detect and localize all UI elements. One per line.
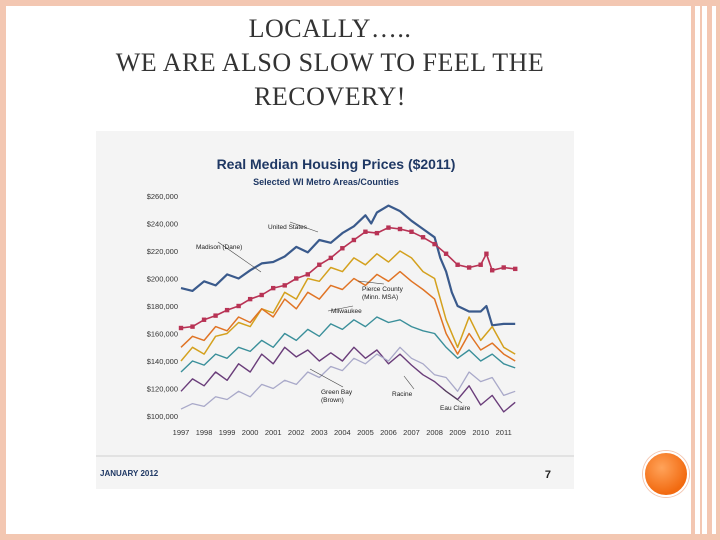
series-point bbox=[478, 262, 483, 267]
series-point bbox=[489, 268, 495, 273]
annotation-label: Pierce County bbox=[362, 286, 404, 293]
series-point bbox=[213, 313, 218, 318]
series-point bbox=[178, 325, 184, 331]
slide-title-line-3: RECOVERY! bbox=[254, 82, 406, 111]
series-line bbox=[180, 250, 516, 362]
y-axis: $260,000 $240,000 $220,000 $200,000 $180,000… bbox=[147, 192, 178, 421]
series-point bbox=[247, 296, 253, 302]
series-point bbox=[455, 262, 460, 267]
series-line bbox=[180, 316, 516, 373]
series-point bbox=[386, 225, 391, 230]
slide-title: LOCALLY….. WE ARE ALSO SLOW TO FEEL THE … bbox=[60, 12, 600, 114]
x-tick-label: 2005 bbox=[357, 428, 374, 437]
annotation-label: United States bbox=[268, 224, 308, 231]
series-line bbox=[180, 204, 516, 327]
x-tick-label: 2008 bbox=[426, 428, 443, 437]
slide-border-right bbox=[688, 0, 720, 540]
y-tick-label: $140,000 bbox=[147, 357, 178, 366]
x-tick-label: 2002 bbox=[288, 428, 305, 437]
annotation-label: (Minn. MSA) bbox=[362, 294, 398, 301]
slide-border-left bbox=[0, 0, 6, 540]
x-tick-label: 1997 bbox=[173, 428, 190, 437]
series-point bbox=[340, 246, 345, 251]
annotation-label: (Brown) bbox=[321, 397, 344, 404]
series-point bbox=[466, 265, 472, 270]
series-point bbox=[409, 229, 414, 234]
x-tick-label: 2007 bbox=[403, 428, 420, 437]
x-tick-label: 2001 bbox=[265, 428, 282, 437]
annotation-group: United States Madison (Dane) Pierce County… bbox=[196, 221, 471, 412]
y-tick-label: $200,000 bbox=[147, 275, 178, 284]
series-point bbox=[443, 251, 449, 256]
decorative-orb bbox=[643, 451, 689, 497]
slide-title-line-1: LOCALLY….. bbox=[248, 14, 412, 43]
series-point bbox=[236, 303, 241, 309]
slide-border-bottom bbox=[0, 534, 720, 540]
chart-page-number: 7 bbox=[545, 469, 551, 481]
annotation-leader bbox=[309, 368, 344, 388]
annotation-label: Madison (Dane) bbox=[196, 244, 242, 251]
y-tick-label: $120,000 bbox=[147, 385, 178, 394]
series-point bbox=[224, 307, 230, 313]
series-point bbox=[484, 251, 489, 256]
series-point bbox=[201, 317, 207, 322]
x-tick-label: 1998 bbox=[196, 428, 213, 437]
series-point bbox=[432, 241, 437, 247]
series-point bbox=[317, 262, 322, 267]
series-point bbox=[420, 235, 426, 240]
slide-border-top bbox=[0, 0, 720, 6]
series-point bbox=[294, 276, 299, 281]
y-tick-label: $100,000 bbox=[147, 412, 178, 421]
x-tick-label: 2009 bbox=[449, 428, 466, 437]
series-point bbox=[513, 266, 518, 272]
x-tick-label: 2004 bbox=[334, 428, 351, 437]
series-point bbox=[282, 283, 287, 288]
x-tick-label: 2006 bbox=[380, 428, 397, 437]
annotation-leader bbox=[442, 388, 463, 404]
series-point bbox=[259, 292, 264, 298]
y-tick-label: $160,000 bbox=[147, 330, 178, 339]
chart-svg: Real Median Housing Prices ($2011) Selec… bbox=[96, 156, 574, 481]
series-point bbox=[374, 230, 380, 236]
x-tick-label: 1999 bbox=[219, 428, 236, 437]
y-tick-label: $220,000 bbox=[147, 247, 178, 256]
y-tick-label: $260,000 bbox=[147, 192, 178, 201]
slide-title-line-2: WE ARE ALSO SLOW TO FEEL THE bbox=[115, 48, 545, 77]
annotation-leader bbox=[403, 375, 415, 390]
chart-image: Real Median Housing Prices ($2011) Selec… bbox=[96, 131, 574, 489]
annotation-label: Milwaukee bbox=[331, 308, 362, 315]
chart-subtitle: Selected WI Metro Areas/Counties bbox=[253, 177, 399, 187]
series-group bbox=[178, 204, 518, 413]
x-tick-label: 2003 bbox=[311, 428, 328, 437]
chart-footer-date: JANUARY 2012 bbox=[100, 469, 159, 478]
annotation-leader bbox=[289, 221, 319, 233]
series-point bbox=[363, 229, 368, 234]
series-point bbox=[328, 255, 334, 261]
annotation-leader bbox=[217, 241, 262, 273]
annotation-leader bbox=[327, 305, 354, 312]
x-tick-label: 2000 bbox=[242, 428, 259, 437]
series-point bbox=[397, 226, 403, 232]
x-tick-label: 2011 bbox=[496, 428, 512, 437]
x-tick-label: 2010 bbox=[472, 428, 489, 437]
series-line bbox=[180, 270, 516, 362]
annotation-leader bbox=[357, 280, 385, 285]
annotation-label: Eau Claire bbox=[440, 405, 471, 412]
y-tick-label: $180,000 bbox=[147, 302, 178, 311]
chart-title: Real Median Housing Prices ($2011) bbox=[217, 156, 456, 172]
annotation-label: Green Bay bbox=[321, 389, 353, 396]
series-line bbox=[180, 346, 516, 413]
annotation-label: Racine bbox=[392, 391, 413, 398]
series-point bbox=[501, 265, 506, 270]
y-tick-label: $240,000 bbox=[147, 220, 178, 229]
series-point bbox=[305, 272, 310, 277]
series-point bbox=[271, 285, 276, 291]
series-point bbox=[351, 237, 357, 243]
x-axis: 1997 1998 1999 2000 2001 2002 2003 2004 2005 2006… bbox=[173, 428, 512, 437]
series-point bbox=[190, 324, 195, 329]
series-line bbox=[180, 346, 516, 410]
